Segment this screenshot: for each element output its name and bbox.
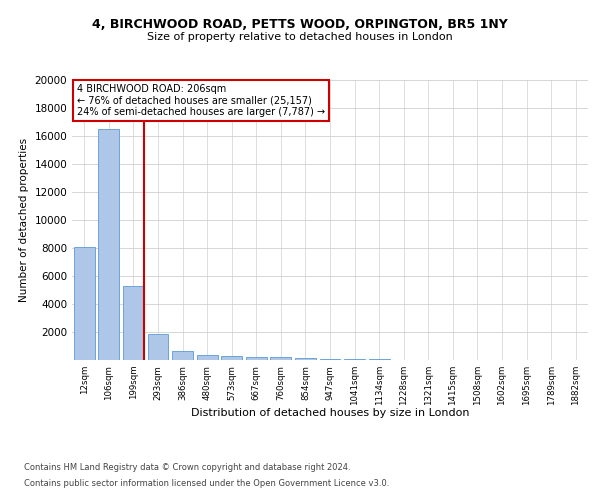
Bar	[123, 286, 144, 360]
Bar	[344, 359, 365, 360]
Bar	[221, 356, 242, 360]
Bar	[197, 355, 218, 360]
Y-axis label: Number of detached properties: Number of detached properties	[19, 138, 29, 302]
Text: 4, BIRCHWOOD ROAD, PETTS WOOD, ORPINGTON, BR5 1NY: 4, BIRCHWOOD ROAD, PETTS WOOD, ORPINGTON…	[92, 18, 508, 30]
Bar	[74, 246, 95, 360]
Text: 4 BIRCHWOOD ROAD: 206sqm
← 76% of detached houses are smaller (25,157)
24% of se: 4 BIRCHWOOD ROAD: 206sqm ← 76% of detach…	[77, 84, 325, 117]
Bar	[295, 358, 316, 360]
Text: Contains HM Land Registry data © Crown copyright and database right 2024.: Contains HM Land Registry data © Crown c…	[24, 464, 350, 472]
Bar	[172, 351, 193, 360]
Text: Contains public sector information licensed under the Open Government Licence v3: Contains public sector information licen…	[24, 478, 389, 488]
Bar	[271, 358, 292, 360]
Bar	[320, 358, 340, 360]
Bar	[98, 129, 119, 360]
Text: Size of property relative to detached houses in London: Size of property relative to detached ho…	[147, 32, 453, 42]
Bar	[246, 357, 267, 360]
Bar	[148, 334, 169, 360]
X-axis label: Distribution of detached houses by size in London: Distribution of detached houses by size …	[191, 408, 469, 418]
